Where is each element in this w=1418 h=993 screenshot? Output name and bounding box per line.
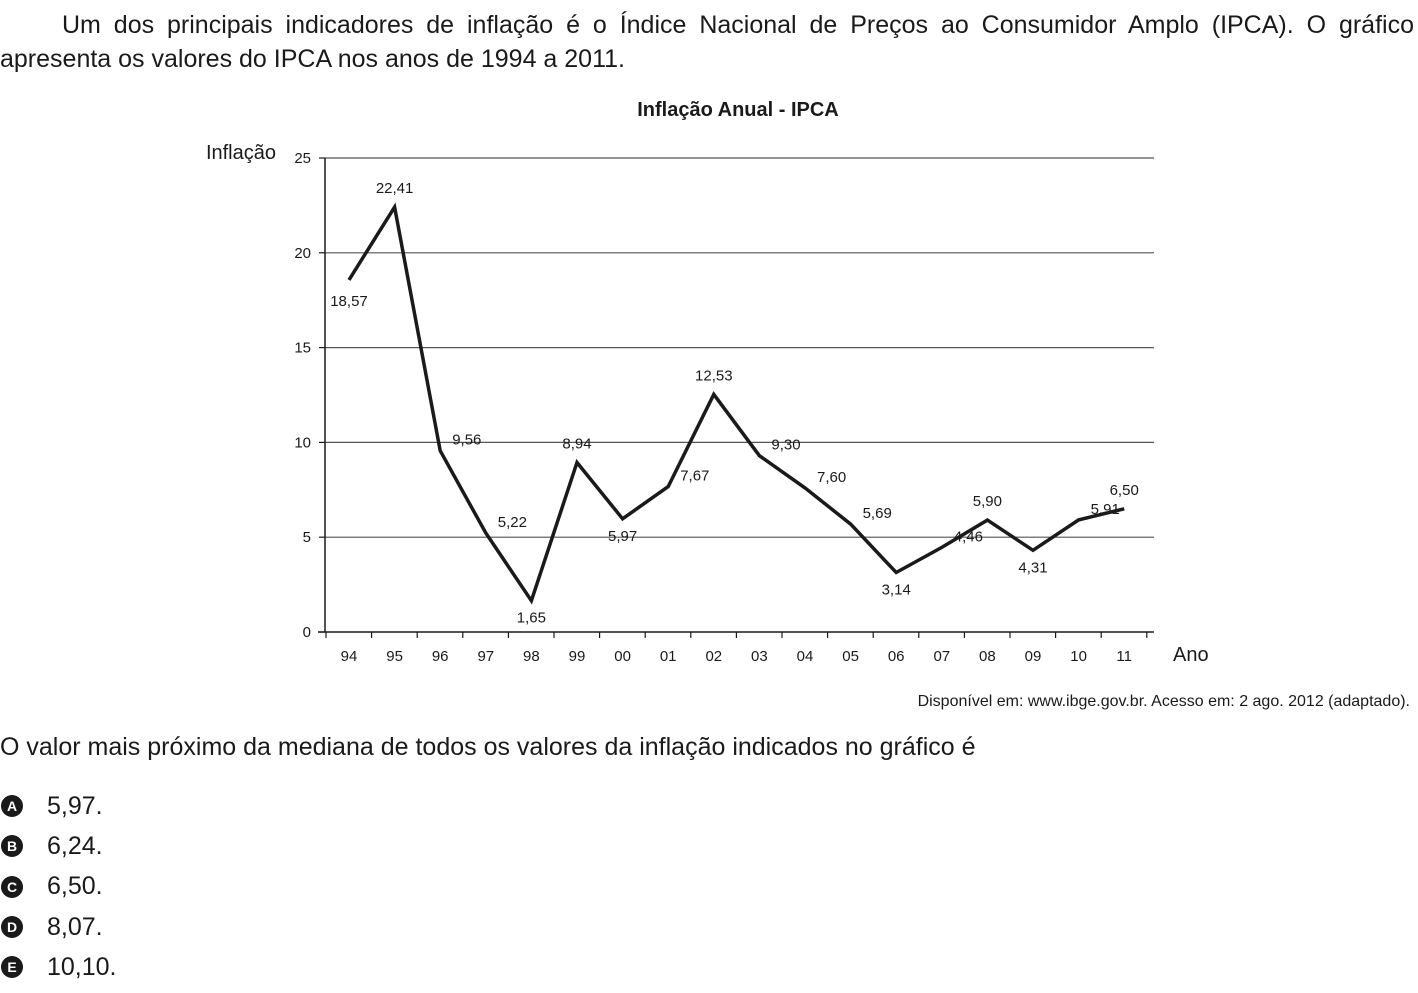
answer-options: A 5,97. B 6,24. C 6,50. D 8,07. E 10,10. [0,786,117,987]
data-label-10: 5,91 [1091,501,1120,518]
data-label-98: 1,65 [517,610,546,627]
option-c[interactable]: C 6,50. [0,867,117,907]
chart-data-labels: 18,57 22,41 9,56 5,22 1,65 8,94 5,97 7,67 12,53 9… [330,180,1139,627]
option-d[interactable]: D 8,07. [0,907,117,947]
option-d-text: 8,07. [47,912,103,941]
y-tick-label-15: 15 [294,340,311,357]
option-b-badge: B [1,835,23,858]
x-tick-label-94: 94 [341,648,358,665]
x-tick-label-97: 97 [477,648,494,665]
x-tick-label-00: 00 [614,648,631,665]
intro-paragraph: Um dos principais indicadores de inflaçã… [0,11,1414,73]
data-label-96: 9,56 [452,432,481,449]
data-label-94: 18,57 [330,293,368,310]
x-axis-label: Ano [1173,644,1209,666]
data-label-03: 9,30 [771,437,800,454]
data-label-05: 5,69 [863,505,892,522]
data-label-97: 5,22 [498,514,527,531]
data-label-04: 7,60 [817,469,846,486]
y-tick-label-20: 20 [294,245,311,262]
data-label-09: 4,31 [1018,559,1047,576]
data-label-07: 4,46 [954,528,983,545]
x-tick-label-02: 02 [705,648,722,665]
x-tick-label-09: 09 [1025,648,1042,665]
ipca-series-line [347,202,1125,605]
x-tick-label-99: 99 [569,648,586,665]
x-tick-label-01: 01 [660,648,677,665]
x-tick-label-95: 95 [386,648,403,665]
data-label-02: 12,53 [695,367,733,384]
y-axis-label: Inflação [206,142,276,164]
option-b-text: 6,24. [47,831,103,860]
y-tick-label-5: 5 [303,529,311,546]
option-e-badge: E [1,956,23,979]
chart-series [347,202,1125,605]
x-tick-label-05: 05 [842,648,859,665]
x-tick-label-06: 06 [888,648,905,665]
x-tick-label-11: 11 [1116,648,1132,665]
question-text: O valor mais próximo da mediana de todos… [0,733,976,761]
source-citation: Disponível em: www.ibge.gov.br. Acesso e… [917,693,1410,710]
data-label-08: 5,90 [973,493,1002,510]
data-label-00: 5,97 [608,528,637,545]
data-label-11: 6,50 [1110,482,1139,499]
data-label-01: 7,67 [680,468,709,485]
data-label-99: 8,94 [562,435,591,452]
option-c-badge: C [1,875,23,898]
option-a[interactable]: A 5,97. [0,786,117,826]
data-label-06: 3,14 [882,581,911,598]
x-tick-label-03: 03 [751,648,768,665]
option-c-text: 6,50. [47,872,103,901]
x-tick-label-96: 96 [432,648,449,665]
chart-title: Inflação Anual - IPCA [637,99,839,121]
option-a-text: 5,97. [47,791,103,820]
x-tick-label-04: 04 [797,648,814,665]
x-tick-label-08: 08 [979,648,996,665]
data-label-95: 22,41 [376,180,414,197]
option-a-badge: A [1,795,23,818]
x-tick-label-10: 10 [1070,648,1087,665]
y-tick-label-10: 10 [294,434,311,451]
option-b[interactable]: B 6,24. [0,826,117,866]
x-tick-label-98: 98 [523,648,540,665]
option-d-badge: D [1,916,23,939]
y-tick-label-25: 25 [294,150,311,167]
option-e[interactable]: E 10,10. [0,947,117,987]
option-e-text: 10,10. [47,952,117,981]
chart-gridlines [325,157,1154,538]
x-tick-label-07: 07 [933,648,950,665]
y-tick-label-0: 0 [303,624,311,641]
